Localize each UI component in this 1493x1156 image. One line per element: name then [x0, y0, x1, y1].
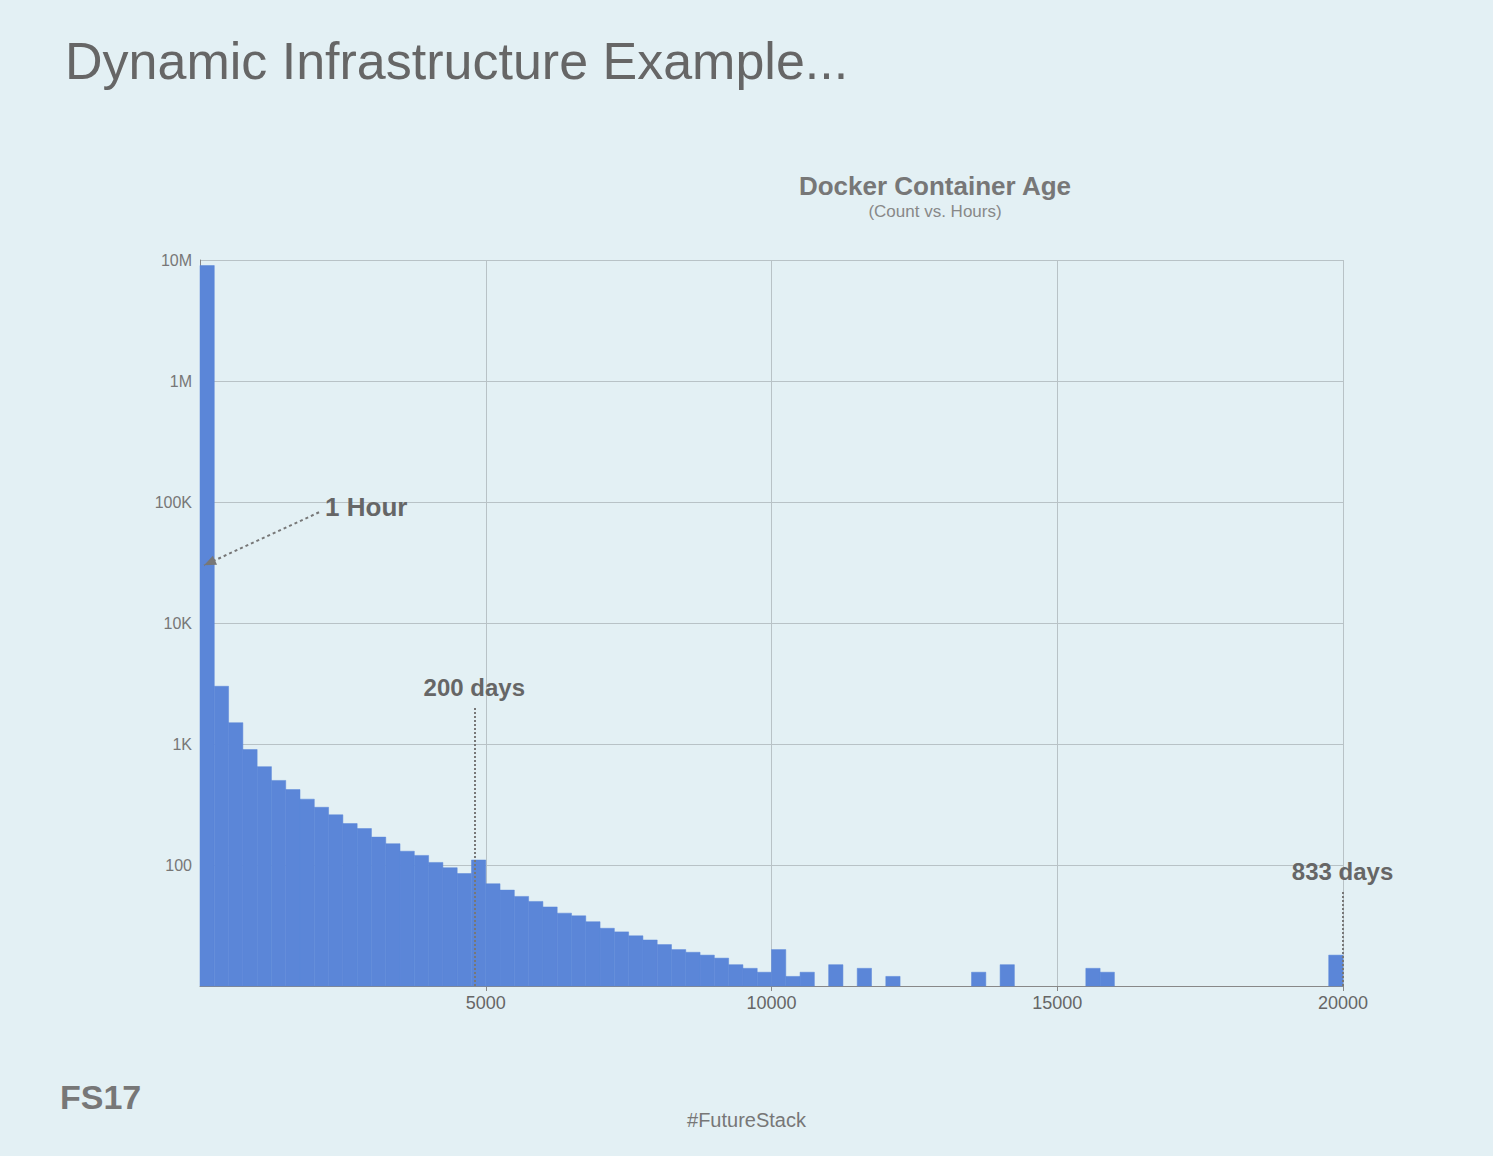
svg-text:#FutureStack: #FutureStack: [687, 1109, 807, 1131]
svg-text:15000: 15000: [1032, 993, 1082, 1013]
svg-text:10K: 10K: [164, 615, 193, 632]
svg-text:833 days: 833 days: [1292, 858, 1393, 885]
svg-text:Docker Container Age: Docker Container Age: [799, 171, 1071, 201]
svg-text:10000: 10000: [746, 993, 796, 1013]
svg-text:200 days: 200 days: [424, 674, 525, 701]
svg-text:FS17: FS17: [60, 1078, 141, 1116]
svg-text:10M: 10M: [161, 252, 192, 269]
svg-text:Dynamic Infrastructure Example: Dynamic Infrastructure Example...: [65, 32, 848, 90]
svg-text:1K: 1K: [172, 736, 192, 753]
svg-text:5000: 5000: [466, 993, 506, 1013]
svg-text:(Count vs. Hours): (Count vs. Hours): [868, 202, 1001, 221]
svg-text:1 Hour: 1 Hour: [325, 492, 407, 522]
svg-text:20000: 20000: [1318, 993, 1368, 1013]
svg-text:1M: 1M: [170, 373, 192, 390]
svg-text:100K: 100K: [155, 494, 193, 511]
svg-text:100: 100: [165, 857, 192, 874]
